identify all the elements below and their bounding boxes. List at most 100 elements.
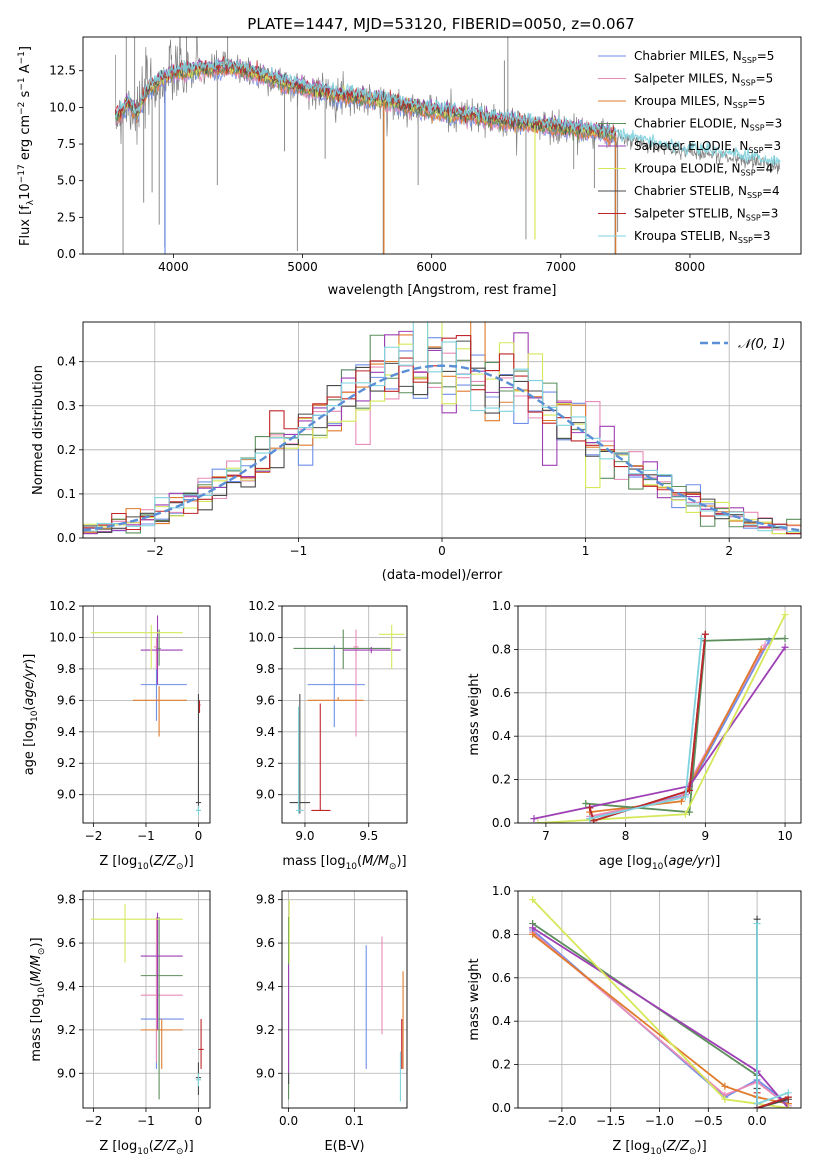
axis-label: E(B-V) (324, 1139, 364, 1154)
legend-entry-label: Chabrier STELIB, N (634, 184, 747, 198)
axis-label-part: )] (29, 937, 44, 947)
y-tick-label: 12.5 (49, 64, 76, 78)
x-tick-label: 2 (725, 544, 733, 558)
x-tick-label: −0.5 (694, 1114, 723, 1128)
x-tick-label: 10 (777, 829, 792, 843)
axis-label-part: )] (184, 854, 194, 869)
axis-label-part: ⊙ (176, 862, 184, 872)
mass-weight-vs-Z-panel: −2.0 −1.5 −1.0 −0.5 0.0 0.0 0.2 0.4 0.6 0.8 1.0 Z [… (467, 884, 802, 1157)
axis-label-part: E(B-V) (324, 1139, 364, 1154)
y-tick-label: 0.2 (492, 773, 511, 787)
axis-label-part: ⊙ (689, 1147, 697, 1157)
y-tick-label: 0.4 (57, 355, 76, 369)
x-tick-label: 0.1 (345, 1114, 364, 1128)
y-axis-label-part: 10 (18, 183, 33, 200)
y-tick-label: 0.0 (492, 816, 511, 830)
axis-label-part: Z/Z (153, 854, 177, 869)
legend-entry-label: Chabrier MILES, N (634, 49, 742, 63)
axis-label: Z [log10(Z/Z⊙)] (612, 1139, 706, 1157)
x-axis-label: wavelength [Angstrom, rest frame] (328, 283, 557, 298)
axis-label-part: ( (29, 982, 44, 987)
mass-vs-Z-panel: −2 −1 09.09.29.49.69.8Z [log10(Z/Z⊙)]mass … (29, 890, 211, 1157)
legend-entry: Salpeter ELODIE, NSSP=3 (634, 139, 781, 155)
y-tick-label: 10.2 (248, 599, 275, 613)
y-tick-label: 0.0 (57, 531, 76, 545)
legend-entry: Chabrier MILES, NSSP=5 (634, 49, 774, 65)
axes-frame (517, 605, 802, 824)
mass-weight-marker (784, 1104, 792, 1108)
y-axis-label-part: Flux [f (18, 205, 33, 246)
mass-weight-line (532, 922, 789, 1108)
grid-lines (83, 891, 210, 1108)
x-tick-label: 8000 (675, 260, 706, 274)
y-tick-label: 0.4 (492, 729, 511, 743)
axis-label-part: ( (22, 706, 37, 711)
legend-entry-sub: SSP (741, 79, 756, 88)
legend-entry-sub: SSP (738, 236, 753, 245)
legend-entry-suffix: =3 (763, 139, 781, 153)
residuals-plot-area (83, 322, 801, 535)
x-tick-label: 0.0 (279, 1114, 298, 1128)
mass-vs-EBV-panel: 0.0 0.1 9.0 9.2 9.4 9.6 9.8 E(B-V) (256, 890, 408, 1154)
mass-weight-marker (681, 810, 689, 818)
mass-weight-marker (529, 930, 537, 938)
mass-weight-line (589, 648, 762, 813)
y-tick-label: 0.6 (492, 971, 511, 985)
x-tick-label: 9.0 (295, 829, 314, 843)
y-tick-label: 10.0 (248, 630, 275, 644)
y-tick-label: 9.0 (57, 788, 76, 802)
axes-frame (82, 321, 802, 539)
axis-label-part: 10 (652, 862, 664, 872)
y-tick-label: 9.2 (57, 756, 76, 770)
axes-frame (82, 36, 802, 255)
y-tick-label: 9.6 (57, 693, 76, 707)
mass-weight-vs-Z-plot-area (529, 896, 792, 1108)
legend-entry: Kroupa MILES, NSSP=5 (634, 94, 765, 110)
mass-weight-marker (757, 645, 765, 653)
axis-label-part: ( (662, 1139, 667, 1154)
axis-label: age [log10(age/yr)] (599, 854, 721, 872)
legend-entry-label: Chabrier ELODIE, N (634, 117, 750, 131)
x-tick-label: −2 (146, 544, 164, 558)
axis-label-part: age/yr (668, 854, 711, 869)
y-axis-label-part: −1 (17, 51, 27, 64)
axis-label-part: mass weight (467, 958, 482, 1040)
mass-weight-marker (784, 1089, 792, 1097)
mass-weight-marker (529, 896, 537, 904)
axis-label-part: age [log (599, 854, 652, 869)
axis-label: mass [log10(M/M⊙)] (29, 937, 47, 1061)
axis-label: mass [log10(M/M⊙)] (282, 854, 406, 872)
mass-weight-line (532, 931, 789, 1107)
y-tick-label: 9.6 (256, 693, 275, 707)
axis-label-part: 10 (30, 710, 40, 722)
legend-entry-suffix: =5 (748, 94, 766, 108)
y-tick-label: 0.8 (492, 927, 511, 941)
legend-entry-sub: SSP (747, 191, 762, 200)
y-tick-label: 0.0 (57, 247, 76, 261)
x-tick-label: 7 (542, 829, 550, 843)
y-axis-label: Flux [fλ10−17 erg cm−2 s−1 A−1] (17, 46, 36, 246)
legend-entry-sub: SSP (746, 214, 761, 223)
x-axis-label: (data-model)/error (382, 568, 503, 583)
legend-entry-suffix: =3 (761, 207, 779, 221)
mass-weight-marker (753, 1100, 761, 1108)
axis-label-part: Z [log (99, 854, 137, 869)
x-tick-label: 1 (582, 544, 590, 558)
axis-label-part: )] (184, 1139, 194, 1154)
x-tick-label: 5000 (287, 260, 318, 274)
legend-entry-label: Salpeter MILES, N (634, 72, 741, 86)
y-axis-label-part: λ (26, 199, 36, 205)
x-tick-label: −1 (137, 829, 155, 843)
legend-entry: Salpeter STELIB, NSSP=3 (634, 207, 778, 223)
mass-weight-marker (761, 641, 769, 649)
axis-label-part: M/M (29, 955, 44, 982)
axis-label-part: )] (22, 654, 37, 664)
y-tick-label: 9.6 (256, 936, 275, 950)
mass-weight-line (756, 919, 789, 1108)
y-tick-label: 9.2 (57, 1023, 76, 1037)
y-tick-label: 1.0 (492, 599, 511, 613)
mass-weight-line (531, 899, 789, 1108)
